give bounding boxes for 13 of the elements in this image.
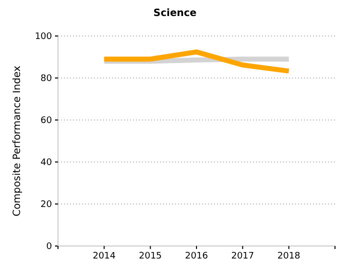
y-tick-label: 80 — [40, 74, 52, 84]
x-tick-label: 2014 — [92, 251, 116, 262]
x-tick-label: 2018 — [277, 251, 301, 262]
x-tick-label: 2015 — [138, 251, 162, 262]
y-tick-label: 60 — [40, 116, 52, 126]
y-tick-label: 40 — [40, 158, 52, 168]
x-tick-label: 2016 — [185, 251, 208, 262]
y-tick-label: 100 — [34, 32, 52, 42]
y-tick-label: 0 — [46, 242, 52, 252]
y-tick-label: 20 — [40, 200, 52, 210]
chart-title: Science — [153, 8, 197, 19]
y-axis-title: Composite Performance Index — [12, 66, 23, 216]
x-tick-label: 2017 — [231, 251, 254, 262]
